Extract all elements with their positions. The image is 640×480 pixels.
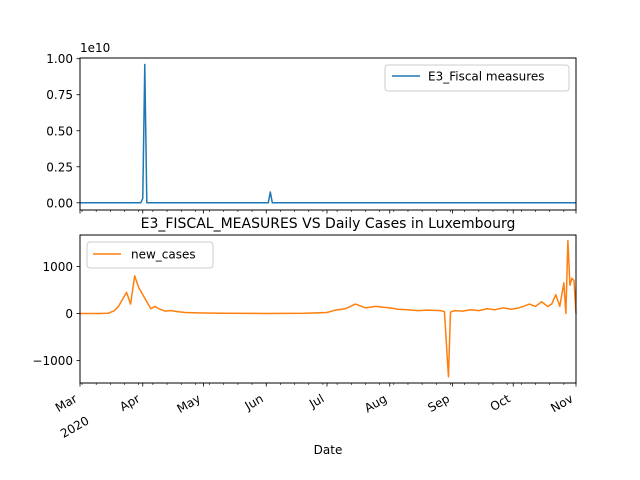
y-tick-label: −1000 <box>32 354 73 368</box>
bottom-legend-label: new_cases <box>131 248 196 262</box>
top-axes-frame <box>79 57 577 211</box>
bottom-series-group <box>80 239 577 378</box>
bottom-axes-frame <box>79 234 577 384</box>
bottom-legend-box <box>86 241 214 269</box>
top-series-group <box>80 63 576 204</box>
top-legend: E3_Fiscal measures <box>384 64 570 92</box>
bottom-chart-title: E3_FISCAL_MEASURES VS Daily Cases in Lux… <box>141 216 516 232</box>
y-tick-label: 0 <box>65 307 73 321</box>
y-tick-label: 0.75 <box>46 88 73 102</box>
y-tick-label: 1000 <box>42 260 73 274</box>
top-offset-text: 1e10 <box>80 41 110 55</box>
y-tick-label: 0.00 <box>46 196 73 210</box>
bottom-legend: new_cases <box>86 241 214 269</box>
x-tick-label-jul: Jul <box>306 391 326 411</box>
y-tick-label: 1.00 <box>46 52 73 66</box>
series-line-new-cases <box>80 239 577 378</box>
top-subplot: 0.00 0.25 0.50 0.75 1.00 1e10 E3_Fiscal meas… <box>46 41 577 214</box>
top-legend-label: E3_Fiscal measures <box>428 70 545 84</box>
y-tick-label: 0.25 <box>46 160 73 174</box>
series-line-e3-fiscal-measures <box>80 63 576 204</box>
bottom-x-axis-label: Date <box>314 443 343 457</box>
top-legend-box <box>384 64 570 92</box>
bottom-subplot: E3_FISCAL_MEASURES VS Daily Cases in Lux… <box>32 216 577 457</box>
top-y-ticks: 0.00 0.25 0.50 0.75 1.00 <box>46 52 80 210</box>
bottom-y-ticks: −1000 0 1000 <box>32 260 80 368</box>
y-tick-label: 0.50 <box>46 124 73 138</box>
